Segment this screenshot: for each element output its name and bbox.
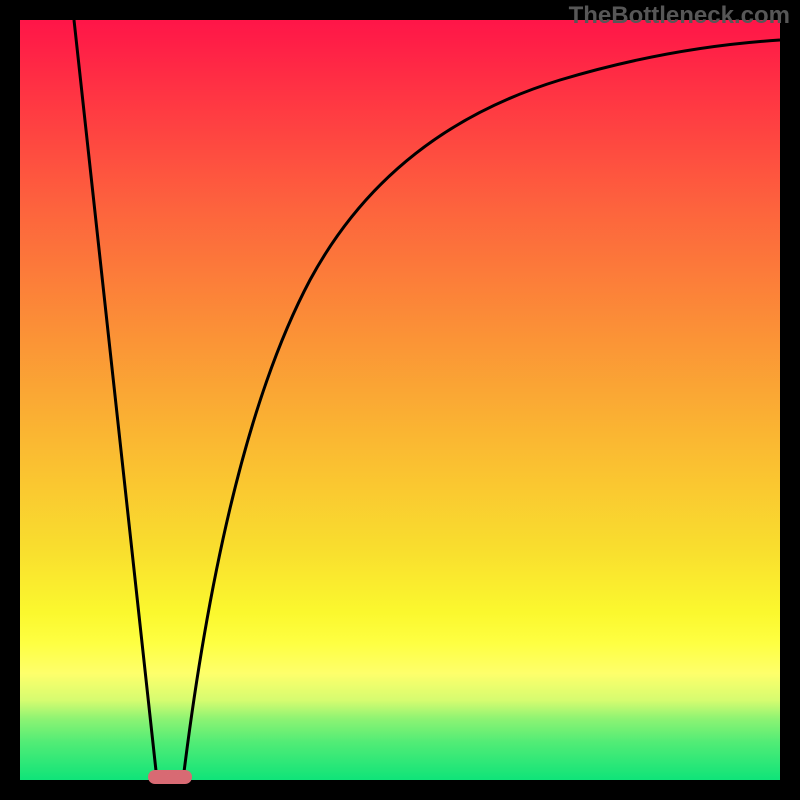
chart-frame: TheBottleneck.com bbox=[0, 0, 800, 800]
optimum-marker bbox=[148, 770, 192, 784]
bottleneck-curve bbox=[74, 20, 780, 780]
plot-area bbox=[20, 20, 780, 780]
curve-layer bbox=[20, 20, 780, 780]
watermark-text: TheBottleneck.com bbox=[569, 2, 790, 30]
